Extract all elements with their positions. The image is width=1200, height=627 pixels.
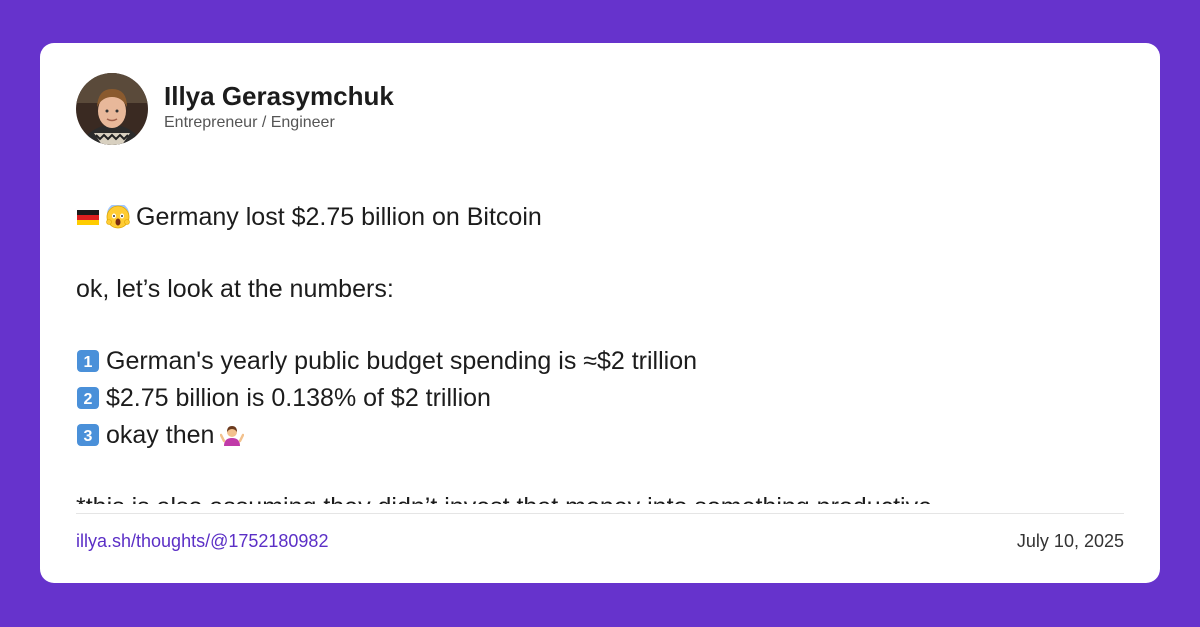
post-headline-line: Germany lost $2.75 billion on Bitcoin [76,201,542,233]
germany-flag-icon [76,205,100,229]
list-item-1: 1 German's yearly public budget spending… [76,345,697,377]
thought-card: Illya Gerasymchuk Entrepreneur / Enginee… [40,43,1160,583]
list-item-3-text: okay then [106,421,215,449]
author-info: Illya Gerasymchuk Entrepreneur / Enginee… [164,80,394,134]
keycap-2-icon: 2 [76,386,100,410]
list-item-2: 2 $2.75 billion is 0.138% of $2 trillion [76,382,491,414]
shrugging-person-icon [220,423,245,447]
list-item-3: 3 okay then [76,419,245,451]
thought-permalink[interactable]: illya.sh/thoughts/@1752180982 [76,531,329,551]
avatar [76,73,148,145]
screaming-face-icon [106,205,130,229]
author-title: Entrepreneur / Engineer [164,114,335,131]
list-item-2-text: $2.75 billion is 0.138% of $2 trillion [106,384,491,412]
author-name: Illya Gerasymchuk [164,81,394,111]
footer-divider [76,513,1124,514]
post-headline: Germany lost $2.75 billion on Bitcoin [136,203,542,231]
post-body: Germany lost $2.75 billion on Bitcoin ok… [76,201,1124,504]
post-intro: ok, let’s look at the numbers: [76,275,394,303]
keycap-2-digit: 2 [84,391,93,408]
keycap-3-icon: 3 [76,423,100,447]
post-footnote: *this is also assuming they didn’t inves… [76,491,932,504]
keycap-1-icon: 1 [76,349,100,373]
keycap-3-digit: 3 [84,428,93,445]
list-item-1-text: German's yearly public budget spending i… [106,347,698,375]
author-header: Illya Gerasymchuk Entrepreneur / Enginee… [76,73,394,145]
post-date: July 10, 2025 [1016,531,1124,551]
keycap-1-digit: 1 [84,354,93,371]
